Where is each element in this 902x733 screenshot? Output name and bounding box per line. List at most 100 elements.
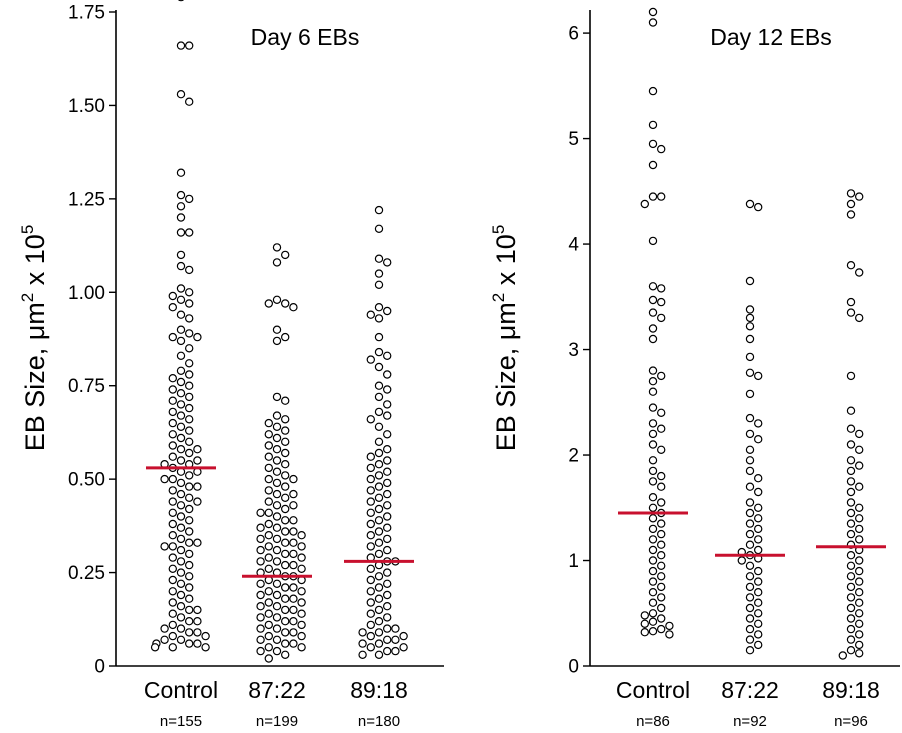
data-point — [847, 299, 854, 306]
data-point — [367, 498, 374, 505]
data-point — [282, 640, 289, 647]
data-point — [367, 464, 374, 471]
data-point — [194, 629, 201, 636]
data-point — [273, 479, 280, 486]
data-point — [169, 476, 176, 483]
data-point — [169, 599, 176, 606]
data-point — [755, 620, 762, 627]
data-point — [746, 277, 753, 284]
data-point — [257, 558, 264, 565]
data-point — [186, 427, 193, 434]
data-point — [177, 251, 184, 258]
data-point — [641, 629, 648, 636]
data-point — [282, 584, 289, 591]
data-point — [847, 531, 854, 538]
data-point — [367, 610, 374, 617]
data-point — [186, 595, 193, 602]
data-point — [298, 543, 305, 550]
data-point — [384, 547, 391, 554]
data-point — [177, 524, 184, 531]
data-point — [169, 633, 176, 640]
data-point — [202, 633, 209, 640]
data-point — [186, 195, 193, 202]
panel-day12: Day 12 EBs EB Size, μm2 x 105 0123456 Co… — [489, 8, 900, 730]
data-point — [177, 423, 184, 430]
data-point — [273, 244, 280, 251]
data-point — [746, 583, 753, 590]
data-point — [649, 599, 656, 606]
data-point — [746, 446, 753, 453]
data-point — [290, 562, 297, 569]
data-point — [658, 285, 665, 292]
data-point — [359, 629, 366, 636]
data-point — [177, 603, 184, 610]
data-point — [186, 416, 193, 423]
y-tick-label: 1.25 — [68, 189, 105, 210]
data-point — [265, 420, 272, 427]
data-point — [177, 91, 184, 98]
data-point — [186, 42, 193, 49]
data-point — [367, 633, 374, 640]
y-tick-label: 4 — [568, 235, 579, 256]
data-point — [367, 621, 374, 628]
data-point — [177, 491, 184, 498]
data-point — [169, 543, 176, 550]
y-tick-label: 1.75 — [68, 3, 105, 24]
data-point — [384, 259, 391, 266]
data-point — [177, 337, 184, 344]
data-point — [658, 626, 665, 633]
data-point — [649, 525, 656, 532]
data-point — [282, 505, 289, 512]
data-point — [649, 610, 656, 617]
data-point — [649, 404, 656, 411]
data-point — [847, 425, 854, 432]
data-point — [649, 546, 656, 553]
data-point — [384, 580, 391, 587]
y-tick-label: 0 — [568, 657, 579, 678]
data-point — [265, 300, 272, 307]
data-point — [649, 237, 656, 244]
data-point — [265, 621, 272, 628]
data-point — [177, 378, 184, 385]
data-point — [384, 524, 391, 531]
data-point — [282, 300, 289, 307]
data-point — [384, 412, 391, 419]
data-point — [658, 446, 665, 453]
data-point — [169, 442, 176, 449]
data-point — [273, 326, 280, 333]
data-point — [273, 423, 280, 430]
data-point — [375, 584, 382, 591]
data-point — [755, 631, 762, 638]
data-point — [265, 498, 272, 505]
data-point — [658, 520, 665, 527]
data-point — [161, 543, 168, 550]
data-point — [755, 488, 762, 495]
data-point — [658, 541, 665, 548]
data-point — [375, 539, 382, 546]
data-point — [746, 323, 753, 330]
data-point — [169, 588, 176, 595]
data-point — [265, 633, 272, 640]
data-point — [384, 591, 391, 598]
data-point — [186, 483, 193, 490]
data-point — [265, 655, 272, 662]
data-point — [375, 207, 382, 214]
data-point — [658, 409, 665, 416]
data-point — [384, 636, 391, 643]
data-point — [290, 618, 297, 625]
data-point — [169, 554, 176, 561]
data-point — [282, 416, 289, 423]
n-label: n=180 — [358, 713, 400, 730]
data-point — [282, 438, 289, 445]
data-point — [649, 296, 656, 303]
data-point — [177, 636, 184, 643]
data-point — [384, 625, 391, 632]
data-point — [282, 461, 289, 468]
data-point — [649, 420, 656, 427]
data-point — [177, 203, 184, 210]
data-point — [847, 615, 854, 622]
data-point — [186, 629, 193, 636]
data-point — [186, 98, 193, 105]
data-point — [847, 626, 854, 633]
